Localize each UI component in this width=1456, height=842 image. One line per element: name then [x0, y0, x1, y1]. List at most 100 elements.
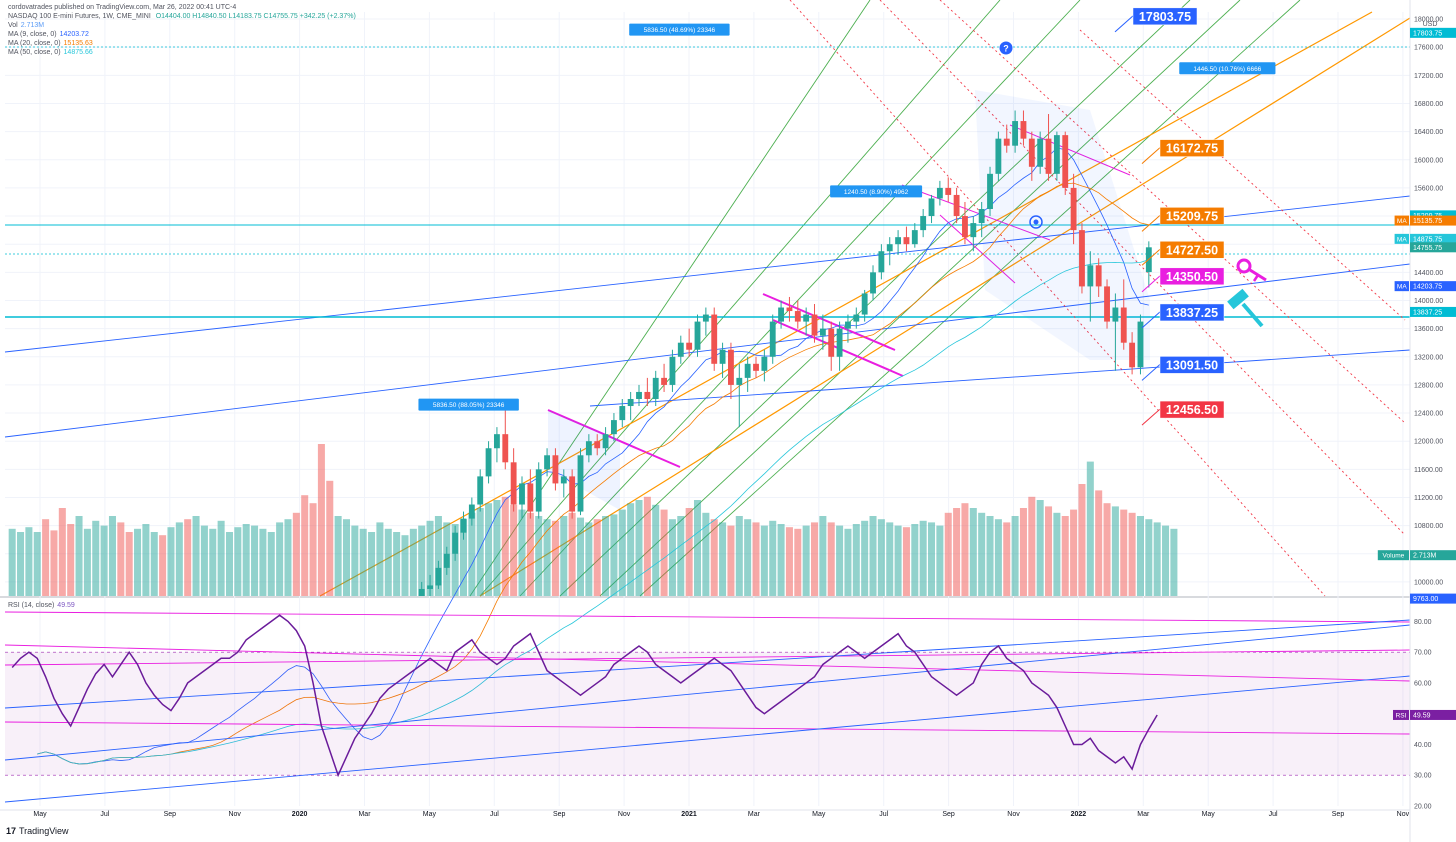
question-icon-glyph: ?	[1003, 44, 1009, 54]
time-axis[interactable]: May Jul Sep Nov 2020 Mar May Jul Sep Nov 2021 Mar Ma…	[33, 811, 1409, 818]
rsi-tick: 70.00	[1414, 650, 1432, 657]
volume-bar	[928, 522, 936, 596]
volume-bar	[953, 508, 961, 596]
level-leader	[1114, 15, 1134, 33]
volume-bar	[602, 516, 610, 596]
candle-body	[1120, 307, 1127, 343]
volume-bar	[635, 500, 643, 596]
trend-line	[589, 349, 1411, 407]
volume-bar	[393, 532, 401, 596]
volume-bar	[744, 519, 752, 596]
volume-bar	[476, 508, 484, 596]
trend-line	[901, 184, 1051, 241]
axis-tag-prefix	[1394, 215, 1409, 226]
indicator-vol[interactable]: Vol 2.713M	[8, 21, 44, 30]
candle-body	[711, 314, 718, 364]
indicator-ma50[interactable]: MA (50, close, 0) 14875.66	[8, 48, 93, 57]
tradingview-logo[interactable]: 17 TradingView	[6, 826, 69, 836]
target-icon-dot	[1033, 219, 1039, 225]
candle-body	[853, 314, 860, 322]
indicator-value: 14875.66	[63, 49, 93, 56]
level-leader	[1141, 275, 1161, 293]
volume-bar	[961, 503, 969, 596]
candle-body	[1003, 138, 1010, 146]
volume-bar	[785, 527, 793, 596]
dotted-channel-line	[879, 0, 1406, 536]
time-tick: Nov	[618, 811, 631, 818]
trend-line	[4, 263, 1411, 438]
trend-line	[519, 0, 1081, 597]
ma20-line	[37, 182, 1149, 765]
candle-body	[911, 230, 918, 245]
time-tick: May	[423, 811, 437, 818]
candle-body	[828, 328, 835, 357]
volume-bar	[17, 532, 25, 596]
axis-tag-text: 2.713M	[1413, 553, 1437, 560]
level-label-text: 15209.75	[1166, 209, 1218, 223]
volume-bar	[760, 525, 768, 596]
volume-bar	[192, 516, 200, 596]
indicator-ma20[interactable]: MA (20, close, 0) 15135.63	[8, 39, 93, 48]
hammer-icon	[1227, 288, 1249, 310]
level-label-text: 17803.75	[1139, 10, 1191, 24]
candle-body	[519, 483, 525, 505]
time-tick: May	[812, 811, 826, 818]
candle-body	[435, 567, 442, 586]
volume-bar	[92, 520, 100, 596]
candle-body	[794, 311, 801, 322]
volume-bar	[902, 527, 910, 596]
volume-bar	[25, 527, 33, 596]
volume-bar	[543, 519, 551, 596]
time-tick: Mar	[748, 811, 761, 818]
volume-bar	[351, 525, 359, 596]
volume-bar	[459, 519, 468, 596]
volume-bar	[936, 525, 944, 596]
volume-bar	[1019, 508, 1027, 596]
volume-bar	[777, 524, 785, 596]
indicator-rsi[interactable]: RSI (14, close) 49.59	[8, 601, 75, 610]
time-tick: Jul	[879, 811, 888, 818]
axis-tag	[1410, 233, 1456, 244]
candle-body	[1020, 121, 1027, 139]
volume-bar	[994, 519, 1002, 596]
time-tick: Jul	[100, 811, 109, 818]
level-label-box	[1159, 303, 1225, 322]
measure-label-box	[629, 23, 730, 36]
trend-line	[559, 0, 1191, 597]
candle-body	[836, 328, 843, 357]
candle-body	[786, 307, 793, 312]
volume-bar	[1153, 522, 1161, 596]
axis-tag-prefix-text: MA	[1397, 236, 1407, 243]
measure-label-box	[1179, 62, 1276, 75]
publisher-line: cordovatrades published on TradingView.c…	[8, 4, 237, 11]
price-tick: 18000.00	[1414, 17, 1443, 24]
volume-bar	[702, 512, 710, 596]
volume-bar	[811, 522, 819, 596]
price-tick: 17200.00	[1414, 73, 1443, 80]
key-icon-tooth	[1252, 274, 1260, 282]
volume-bar	[434, 516, 442, 596]
indicator-value: 49.59	[57, 602, 75, 609]
volume-bar	[677, 516, 685, 596]
volume-bar	[384, 528, 392, 596]
price-axis[interactable]: USD10000.0010400.0010800.0011200.0011600…	[1409, 0, 1456, 842]
volume-bar	[359, 528, 367, 596]
indicator-ma9[interactable]: MA (9, close, 0) 14203.72	[8, 30, 89, 39]
price-tick: 14400.00	[1414, 270, 1443, 277]
volume-bar	[292, 512, 300, 596]
axis-tag	[1410, 210, 1456, 221]
volume-bar	[710, 519, 718, 596]
candle-body	[652, 377, 659, 399]
candle-body	[569, 476, 576, 512]
time-tick: Mar	[1137, 811, 1150, 818]
level-label-text: 16172.75	[1166, 142, 1218, 156]
volume-bar	[501, 496, 509, 596]
axis-tag-prefix	[1377, 550, 1409, 561]
candle-body	[1095, 265, 1102, 287]
volume-bar	[576, 517, 585, 596]
price-tick: 13600.00	[1414, 326, 1443, 333]
volume-bar	[1103, 503, 1111, 596]
candle-body	[878, 251, 885, 273]
candle-body	[677, 342, 684, 357]
